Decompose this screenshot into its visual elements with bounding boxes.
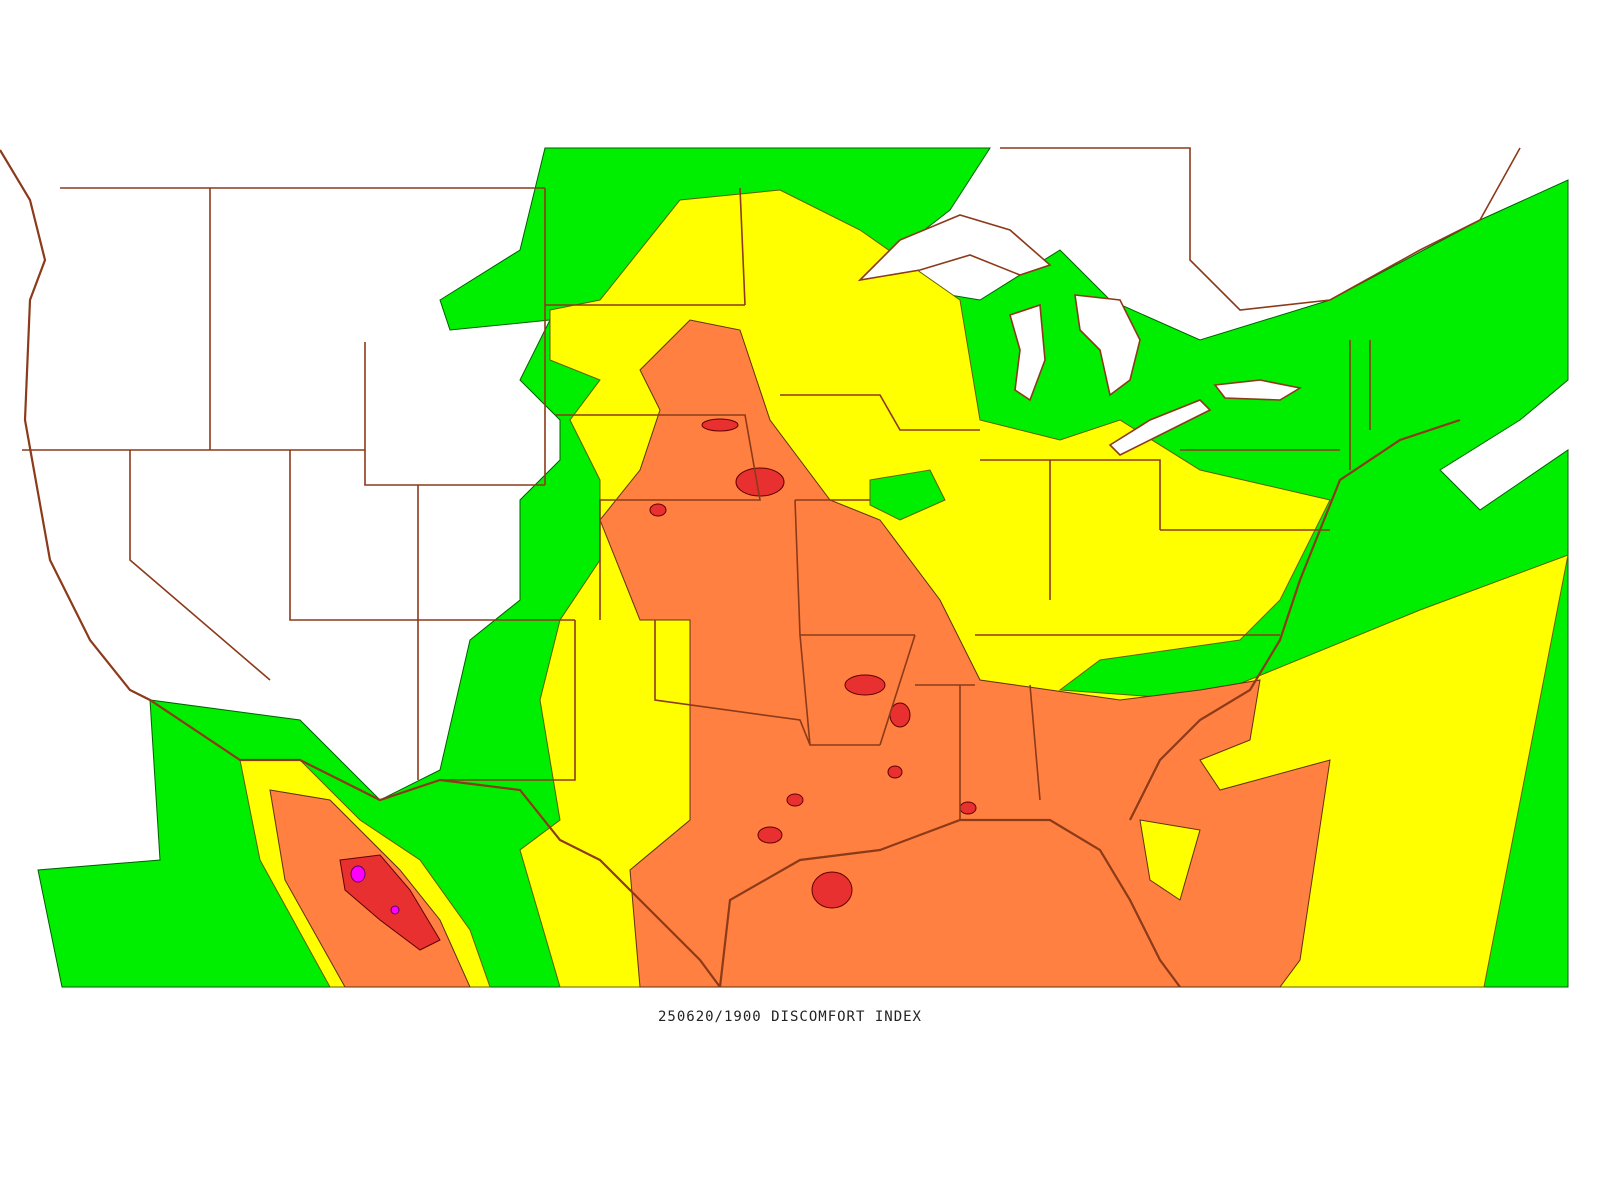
caption: 250620/1900 DISCOMFORT INDEX [658, 1009, 922, 1025]
magenta-zone [350, 865, 400, 915]
red-zone [339, 418, 977, 951]
borders [0, 149, 1461, 988]
lakes [857, 147, 1521, 456]
